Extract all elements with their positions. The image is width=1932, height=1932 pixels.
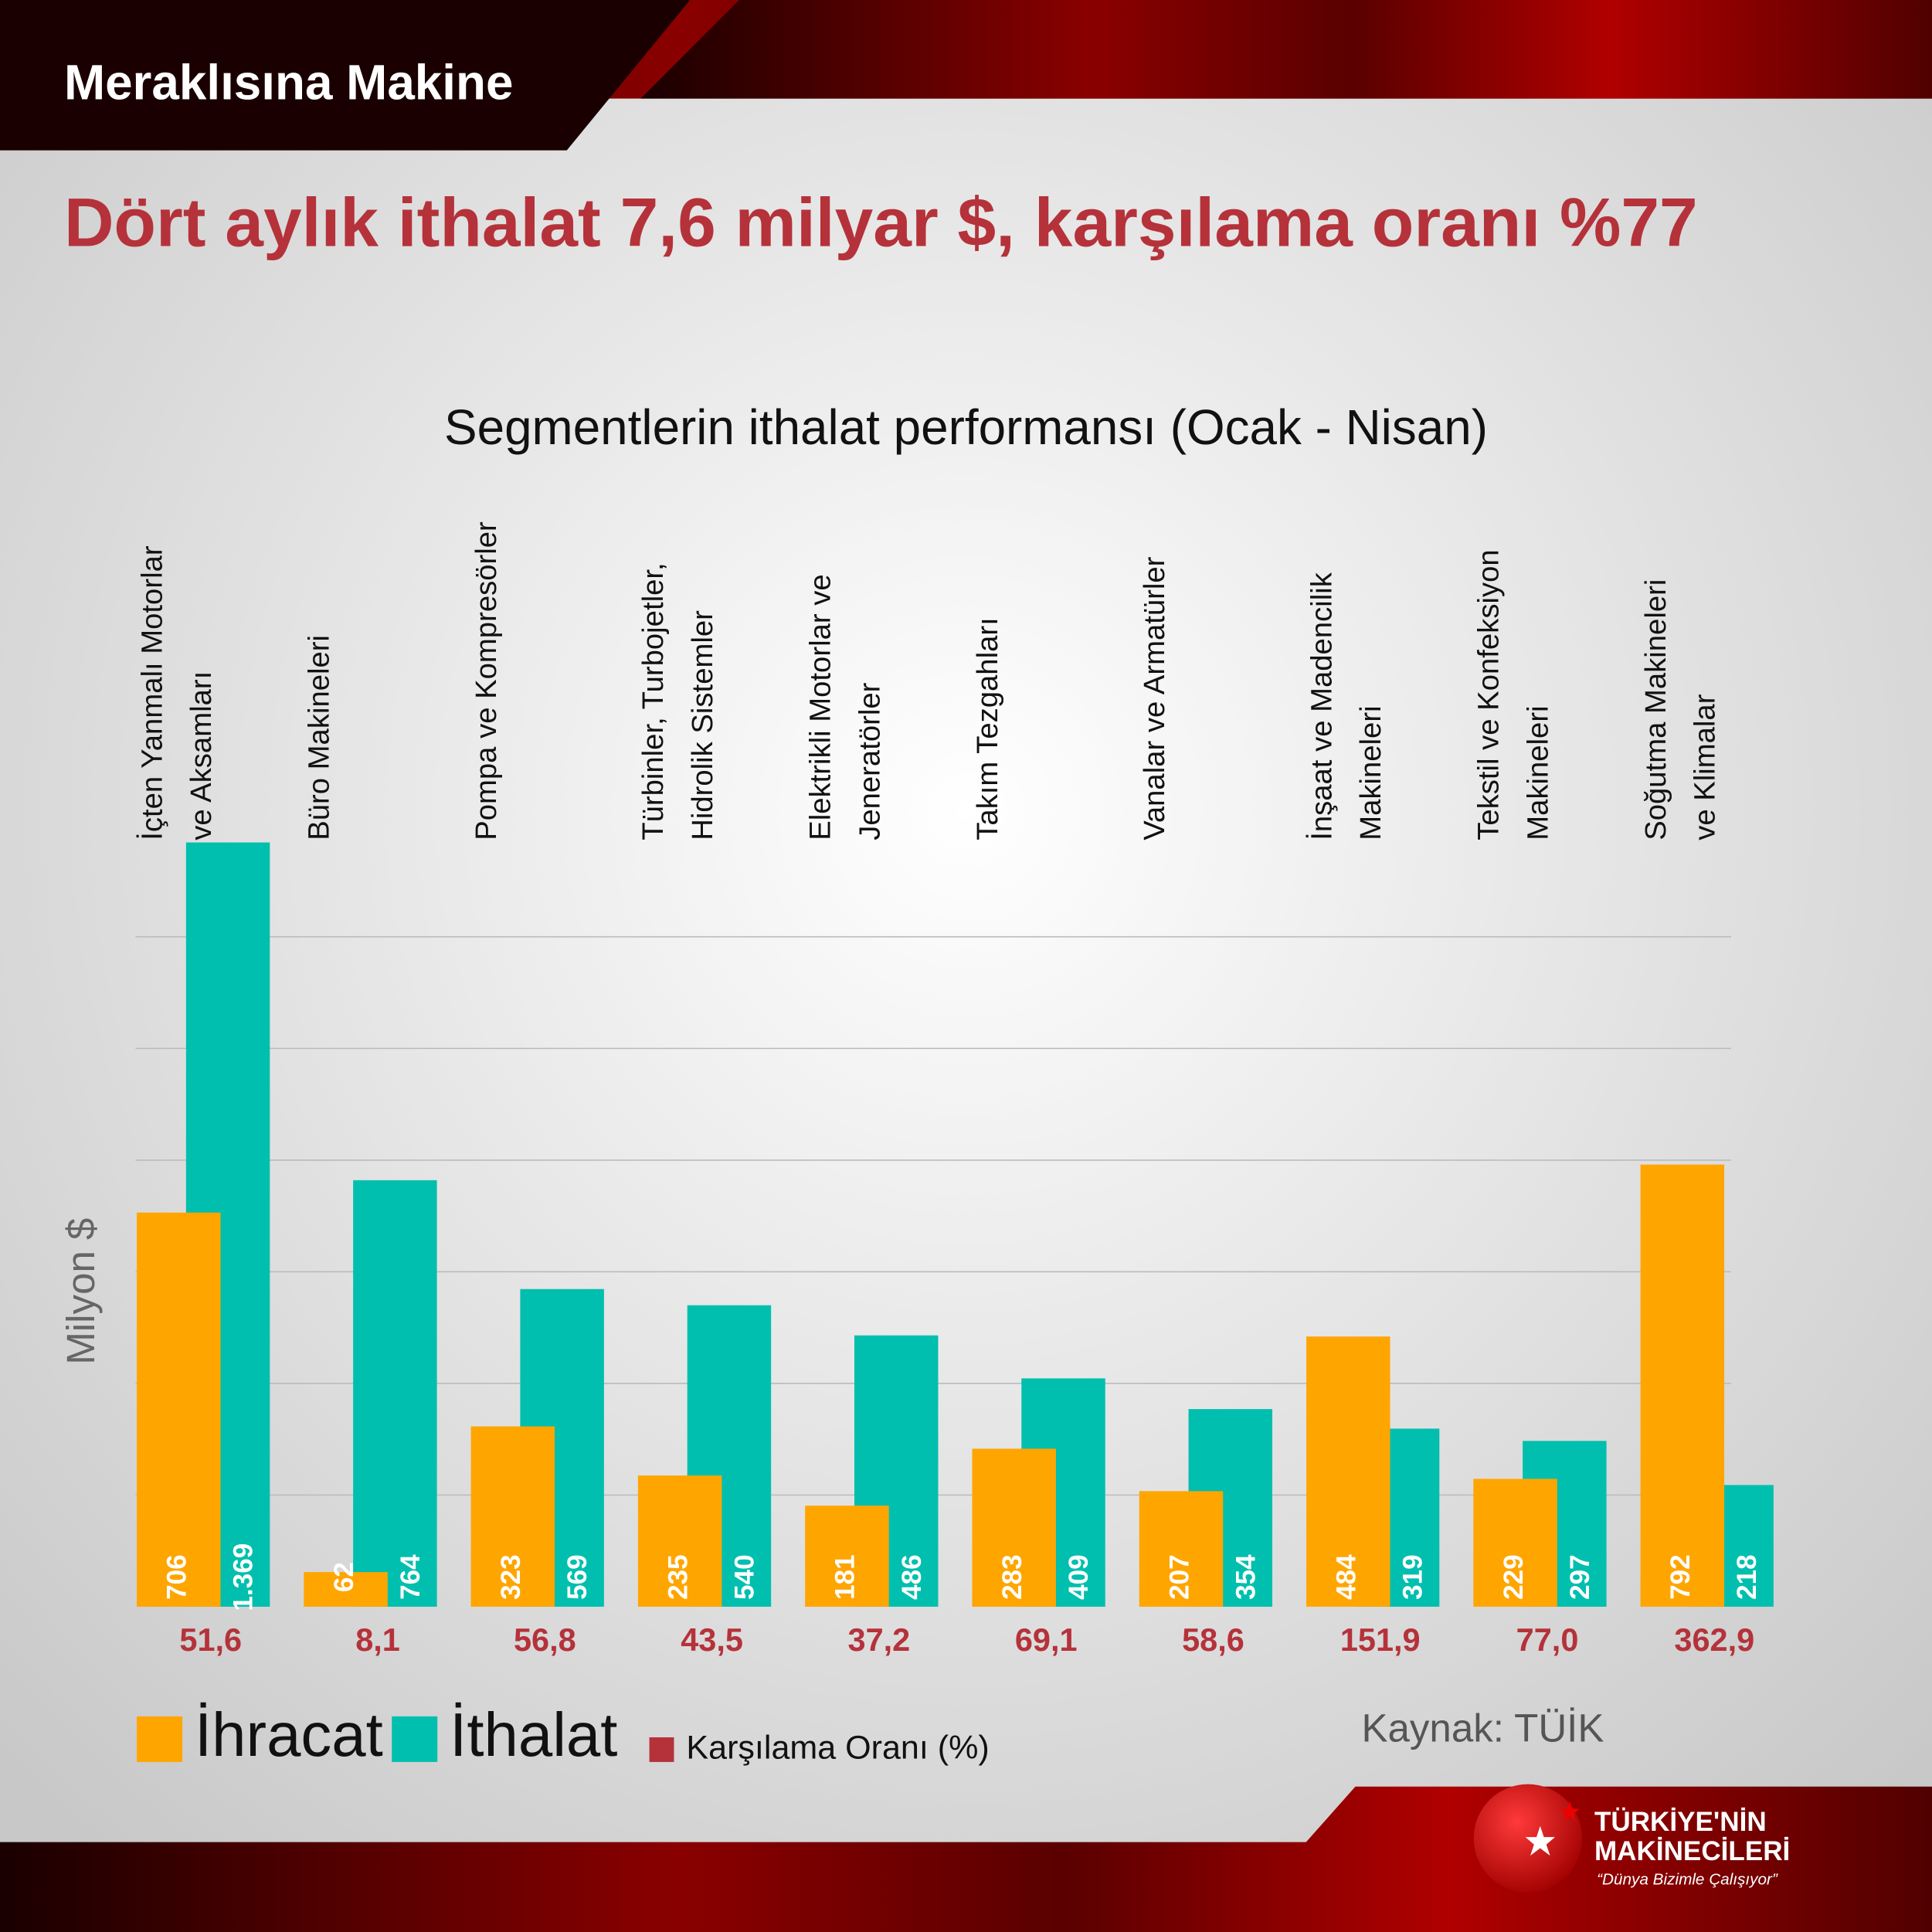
value-label: 235 xyxy=(663,1554,693,1600)
category-line: Elektrikli Motorlar ve xyxy=(804,574,837,840)
category-label: Elektrikli Motorlar ve Jeneratörler xyxy=(804,574,887,840)
bar xyxy=(470,1426,555,1607)
category-line: Pompa ve Kompresörler xyxy=(470,521,503,840)
logo-slogan: “Dünya Bizimle Çalışıyor” xyxy=(1597,1870,1778,1888)
category-line: İnşaat ve Madencilik xyxy=(1305,572,1338,840)
value-label: 706 xyxy=(162,1554,192,1600)
bar xyxy=(137,1212,221,1607)
coverage-label: 69,1 xyxy=(1015,1621,1078,1658)
legend-label: Karşılama Oranı (%) xyxy=(686,1729,989,1766)
legend-swatch xyxy=(137,1716,183,1762)
value-label: 323 xyxy=(496,1554,526,1600)
value-label: 540 xyxy=(730,1554,760,1600)
header: Meraklısına Makine xyxy=(64,55,514,110)
header-slant xyxy=(640,0,1932,99)
category-line: İçten Yanmalı Motorlar xyxy=(135,545,168,840)
category-line: Soğutma Makineleri xyxy=(1639,579,1672,840)
bottom-band xyxy=(0,1786,1932,1932)
coverage-label: 51,6 xyxy=(179,1621,242,1658)
bar xyxy=(1473,1479,1557,1607)
subtitle: Segmentlerin ithalat performansı (Ocak -… xyxy=(444,399,1488,455)
category-label: Soğutma Makineleri ve Klimalar xyxy=(1639,579,1722,840)
category-line: Jeneratörler xyxy=(853,682,886,840)
bar xyxy=(304,1572,388,1607)
legend-label: İthalat xyxy=(450,1700,617,1769)
category-line: Vanalar ve Armatürler xyxy=(1138,556,1171,840)
value-label: 484 xyxy=(1332,1554,1362,1600)
bar xyxy=(1640,1164,1725,1607)
category-line: Takım Tezgahları xyxy=(971,617,1004,840)
category-line: Hidrolik Sistemler xyxy=(686,610,719,840)
y-axis-label: Milyon $ xyxy=(59,1218,103,1365)
category-label: Türbinler, Turbojetler, Hidrolik Sistemle… xyxy=(637,562,719,840)
header-tab xyxy=(0,0,691,151)
legend-label: İhracat xyxy=(195,1700,383,1769)
value-label: 297 xyxy=(1565,1554,1595,1600)
category-label: Büro Makineleri xyxy=(303,635,336,840)
coverage-label: 43,5 xyxy=(681,1621,743,1658)
category-line: Türbinler, Turbojetler, xyxy=(637,562,670,840)
bar xyxy=(1306,1336,1390,1607)
value-label: 569 xyxy=(562,1554,593,1600)
coverage-label: 56,8 xyxy=(514,1621,576,1658)
value-label: 486 xyxy=(897,1554,927,1600)
bar xyxy=(637,1475,722,1607)
value-label: 218 xyxy=(1732,1554,1762,1600)
title: Dört aylık ithalat 7,6 milyar $, karşıla… xyxy=(64,184,1698,261)
coverage-label: 8,1 xyxy=(355,1621,400,1658)
coverage-label: 77,0 xyxy=(1516,1621,1579,1658)
category-label: Vanalar ve Armatürler xyxy=(1138,556,1171,840)
category-line: Makineleri xyxy=(1354,705,1387,840)
value-label: 409 xyxy=(1064,1554,1094,1600)
value-label: 319 xyxy=(1398,1554,1428,1600)
value-label: 792 xyxy=(1665,1554,1696,1600)
category-label: İnşaat ve Madencilik Makineleri xyxy=(1305,572,1387,840)
value-label: 62 xyxy=(329,1562,359,1592)
value-label: 764 xyxy=(396,1554,426,1600)
coverage-label: 37,2 xyxy=(848,1621,911,1658)
logo-star xyxy=(1525,1825,1555,1856)
logo-line1: TÜRKİYE'NİN xyxy=(1594,1807,1767,1837)
legend-swatch xyxy=(392,1716,438,1762)
bar xyxy=(805,1506,889,1607)
logo-star-small xyxy=(1560,1801,1580,1822)
value-label: 1.369 xyxy=(229,1543,259,1611)
category-label: Tekstil ve Konfeksiyon Makineleri xyxy=(1472,549,1555,840)
value-label: 283 xyxy=(997,1554,1027,1600)
value-label: 181 xyxy=(830,1554,861,1600)
source: Kaynak: TÜİK xyxy=(1362,1706,1604,1750)
category-label: Takım Tezgahları xyxy=(971,617,1004,840)
legend-swatch xyxy=(649,1737,674,1762)
category-line: Tekstil ve Konfeksiyon xyxy=(1472,549,1506,840)
coverage-label: 58,6 xyxy=(1182,1621,1244,1658)
category-line: ve Klimalar xyxy=(1689,694,1722,840)
coverage-label: 362,9 xyxy=(1674,1621,1754,1658)
category-label: Pompa ve Kompresörler xyxy=(470,521,503,840)
value-label: 229 xyxy=(1499,1554,1529,1600)
bar xyxy=(353,1180,437,1607)
category-label: İçten Yanmalı Motorlar ve Aksamları xyxy=(135,545,218,840)
bar xyxy=(972,1448,1056,1607)
bar xyxy=(1139,1491,1224,1607)
logo-line2: MAKİNECİLERİ xyxy=(1594,1836,1790,1866)
category-line: ve Aksamları xyxy=(185,671,218,840)
coverage-label: 151,9 xyxy=(1340,1621,1421,1658)
category-line: Büro Makineleri xyxy=(303,635,336,840)
value-label: 354 xyxy=(1231,1554,1261,1600)
value-label: 207 xyxy=(1164,1554,1194,1600)
category-line: Makineleri xyxy=(1522,705,1555,840)
